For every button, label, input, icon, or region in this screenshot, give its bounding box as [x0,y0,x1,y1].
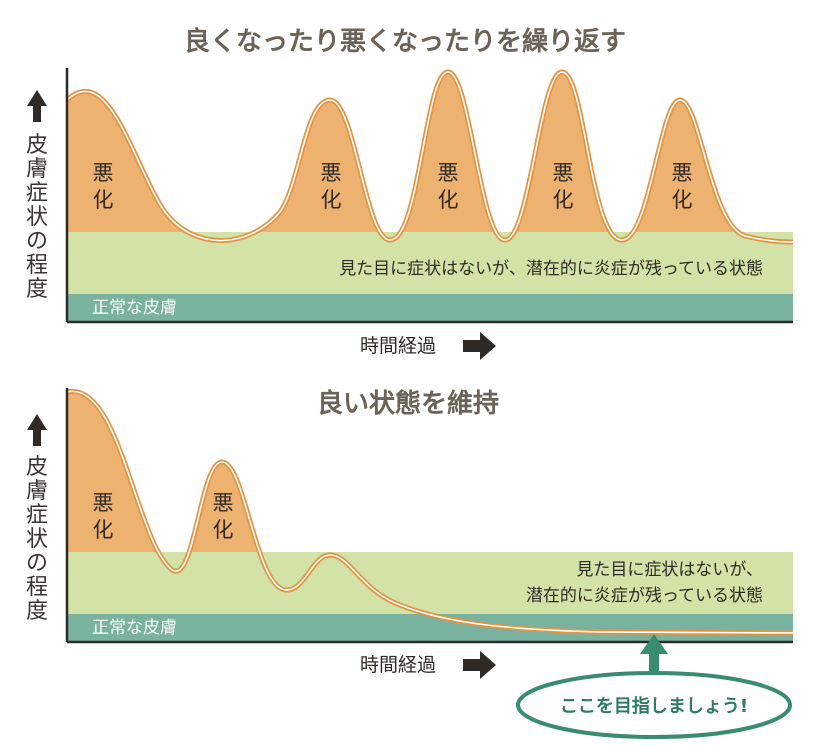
svg-text:悪: 悪 [672,161,693,185]
svg-text:悪: 悪 [213,491,234,515]
svg-text:状: 状 [26,205,48,230]
latent-band-text-line-1: 見た目に症状はないが、 [576,560,763,580]
svg-text:症: 症 [26,181,48,206]
svg-text:化: 化 [438,188,459,212]
svg-text:悪: 悪 [93,491,114,515]
svg-text:化: 化 [672,188,693,212]
right-arrow-icon [463,332,496,360]
up-arrow-icon [27,414,47,446]
svg-text:化: 化 [553,188,574,212]
flare-label: 悪 化 [93,161,114,212]
panel-1-title: 良くなったり悪くなったりを繰り返す [184,26,626,57]
up-arrow-icon [640,634,668,672]
goal-bubble [516,671,792,739]
flare-label: 悪 化 [438,161,459,212]
svg-text:度: 度 [26,277,48,302]
svg-text:膚: 膚 [26,157,48,182]
panel-2: 良い状態を維持 悪 化 悪 化 見た目に症状はないが、 潜在的に炎症が残っている… [26,388,794,739]
latent-band-text: 見た目に症状はないが、潜在的に炎症が残っている状態 [339,259,763,279]
svg-text:症: 症 [26,503,48,528]
svg-text:悪: 悪 [438,161,459,185]
svg-text:の: の [26,551,48,576]
svg-text:の: の [26,229,48,254]
svg-text:化: 化 [321,188,342,212]
svg-text:程: 程 [26,575,48,600]
right-arrow-icon [463,651,496,679]
normal-skin-band [67,294,793,322]
svg-text:化: 化 [93,518,114,542]
svg-text:悪: 悪 [553,161,574,185]
svg-text:悪: 悪 [93,161,114,185]
up-arrow-icon [27,90,47,122]
x-axis-label: 時間経過 [360,332,496,360]
svg-text:時間経過: 時間経過 [360,654,436,676]
flare-label: 悪 化 [213,491,234,542]
svg-text:悪: 悪 [321,161,342,185]
panel-1: 良くなったり悪くなったりを繰り返す 悪 化 悪 化 悪 化 悪 化 悪 化 [26,26,794,360]
y-axis-label: 皮 膚 症 状 の 程 度 [26,414,48,624]
svg-text:皮: 皮 [26,133,48,158]
panel-2-title: 良い状態を維持 [317,388,499,419]
latent-inflammation-band [67,552,793,614]
svg-text:時間経過: 時間経過 [360,335,436,357]
flare-label: 悪 化 [321,161,342,212]
svg-text:程: 程 [26,253,48,278]
symptom-curve-fill [67,72,793,232]
goal-text: ここを目指しましょう! [560,695,748,717]
svg-text:化: 化 [213,518,234,542]
x-axis-label: 時間経過 [360,651,496,679]
svg-text:状: 状 [26,527,48,552]
svg-text:化: 化 [93,188,114,212]
y-axis-label: 皮 膚 症 状 の 程 度 [26,90,48,302]
svg-text:度: 度 [26,599,48,624]
flare-label: 悪 化 [93,491,114,542]
svg-text:膚: 膚 [26,479,48,504]
normal-skin-text: 正常な皮膚 [92,298,177,318]
goal-callout: ここを目指しましょう! [516,634,792,739]
normal-skin-band [67,614,793,642]
normal-skin-text: 正常な皮膚 [92,618,177,638]
latent-inflammation-band [67,232,793,294]
flare-label: 悪 化 [553,161,574,212]
svg-text:皮: 皮 [26,455,48,480]
latent-band-text-line-2: 潜在的に炎症が残っている状態 [526,586,763,606]
flare-label: 悪 化 [672,161,693,212]
